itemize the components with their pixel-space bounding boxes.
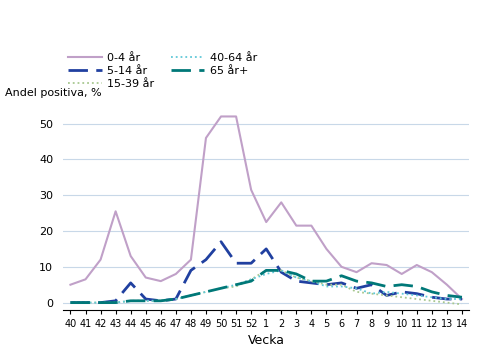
Text: Andel positiva, %: Andel positiva, % [5,88,102,98]
Legend: 0-4 år, 5-14 år, 15-39 år, 40-64 år, 65 år+: 0-4 år, 5-14 år, 15-39 år, 40-64 år, 65 … [68,53,257,89]
X-axis label: Vecka: Vecka [248,334,285,347]
